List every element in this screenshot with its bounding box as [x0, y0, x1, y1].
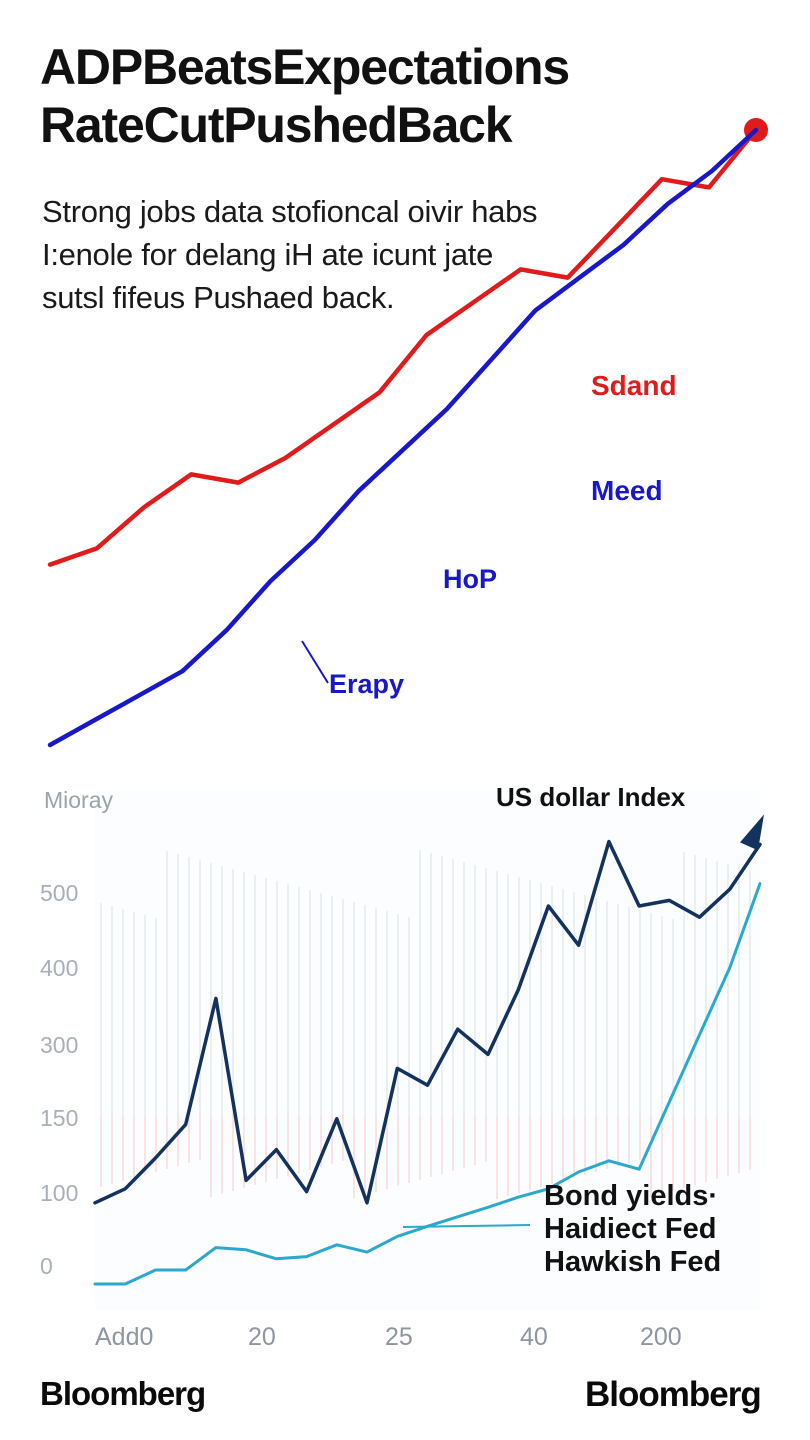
subhead-line-2: I:enole for delang iH ate icunt jate — [42, 237, 494, 272]
annotation-hop: HoP — [443, 564, 497, 594]
y-tick-label: 0 — [40, 1253, 53, 1279]
top-line-chart: Sdand Meed HoP Erapy — [47, 118, 768, 748]
x-tick-label: Add0 — [95, 1323, 153, 1351]
x-tick-label: 200 — [640, 1323, 682, 1351]
headline-line-2: RateCutPushedBack — [40, 97, 513, 153]
x-tick-label: 20 — [248, 1323, 276, 1351]
y-tick-label: 400 — [40, 955, 78, 981]
headline: ADPBeatsExpectations RateCutPushedBack — [40, 38, 800, 154]
series-label-us-dollar-index: US dollar Index — [496, 782, 686, 812]
annotation-erapy: Erapy — [329, 669, 404, 699]
plot-area — [95, 790, 760, 1310]
y-tick-label: 300 — [40, 1032, 78, 1058]
bottom-line-chart: Mioray 500 400 300 150 100 0 Add0 20 25 40 200 US… — [40, 782, 764, 1351]
bond-yields-pointer — [402, 1224, 531, 1228]
series-label-sdand: Sdand — [591, 370, 677, 401]
x-tick-label: 40 — [520, 1323, 548, 1351]
y-axis-label: Mioray — [44, 787, 114, 813]
bloomberg-logo-left: Bloomberg — [40, 1375, 206, 1412]
series-label-bond-yields-line: Haidiect Fed — [544, 1213, 716, 1245]
series-label-meed: Meed — [591, 475, 663, 506]
arrow-head-icon — [740, 814, 764, 851]
subhead-line-3: sutsl fifeus Pushaed back. — [42, 280, 395, 315]
x-tick-label: 25 — [385, 1323, 413, 1351]
headline-line-1: ADPBeatsExpectations — [40, 39, 570, 95]
subheadline: Strong jobs data stofioncal oivir habs I… — [42, 190, 662, 319]
y-tick-label: 500 — [40, 880, 78, 906]
series-line-sdand — [47, 127, 759, 567]
series-label-bond-yields-line: Hawkish Fed — [544, 1246, 721, 1278]
y-tick-label: 100 — [40, 1180, 78, 1206]
annotation-erapy-pointer — [301, 640, 329, 684]
subhead-line-1: Strong jobs data stofioncal oivir habs — [42, 194, 538, 229]
y-tick-label: 150 — [40, 1105, 78, 1131]
series-label-bond-yields-line: Bond yields· — [544, 1180, 718, 1212]
bloomberg-logo-right: Bloomberg — [585, 1375, 762, 1414]
